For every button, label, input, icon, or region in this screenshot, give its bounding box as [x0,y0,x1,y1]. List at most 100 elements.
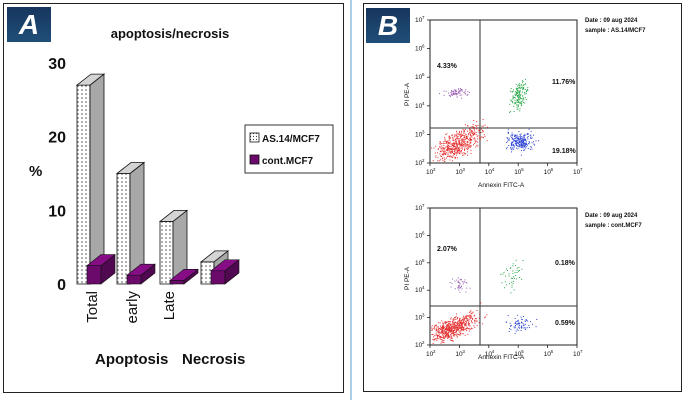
scatter-point [459,320,461,322]
scatter-point [456,335,458,337]
scatter-point [522,137,524,139]
scatter-point [521,103,523,105]
scatter-point [453,326,455,328]
scatter-point [445,336,447,338]
scatter-point [514,102,516,104]
scatter-point [469,137,471,139]
scatter-point [459,139,461,141]
scatter-point [518,270,520,271]
scatter-point [463,320,465,322]
scatter-point [513,141,515,143]
scatter-point [523,136,525,138]
bar-control-top [126,263,156,276]
scatter-point [459,93,461,95]
scatter-point [455,315,457,317]
scatter-point [532,323,534,325]
scatter-point [467,91,469,93]
scatter-point [515,134,517,136]
legend: AS.14/MCF7 cont.MCF7 [244,124,334,174]
scatter-point [519,325,520,327]
scatter-point [460,147,462,149]
scatter-point [464,141,466,142]
scatter-point [522,147,524,149]
scatter-point [463,139,465,141]
scatter-point [435,324,437,326]
scatter-point [521,278,523,280]
scatter-point [459,145,461,147]
scatter-point [443,152,445,154]
scatter-point [461,285,463,287]
scatter-point [474,138,476,140]
scatter-point [457,133,459,135]
scatter-point [468,330,470,332]
scatter-point [516,93,518,95]
scatter-point [522,145,524,146]
scatter-point [440,326,442,328]
scatter-point [514,272,516,274]
scatter-point [442,326,443,328]
scatter-point [468,133,470,135]
scatter-point [456,330,458,332]
scatter-point [451,282,453,284]
scatter-point [520,150,522,151]
scatter-point [444,329,446,331]
scatter-point [461,144,463,146]
scatter-point [470,316,472,318]
scatter-point [515,136,517,138]
scatter-point [464,323,466,325]
scatter-point [538,140,540,142]
scatter-point [442,334,444,336]
scatter-point [457,93,459,95]
scatter-point [460,144,462,146]
scatter-point [462,90,464,92]
scatter-point [466,282,468,284]
scatter-point [464,139,466,140]
scatter-point [517,139,519,141]
scatter-point [450,336,452,338]
scatter-point [521,146,523,148]
scatter-point [441,336,443,338]
scatter-point [534,144,536,146]
scatter-point [448,137,450,139]
scatter-point [525,318,527,320]
scatter-point [510,147,512,149]
scatter-point [523,141,525,142]
scatter-point [456,149,458,151]
scatter-point [438,331,440,333]
scatter-point [454,327,456,328]
scatter-point [442,159,444,161]
scatter-point [521,319,523,321]
scatter-point [454,324,456,326]
scatter-point [461,138,463,140]
scatter-point [511,142,513,144]
scatter-point [519,141,521,143]
scatter-point [462,135,464,136]
scatter-point [431,327,433,329]
scatter-point [508,331,510,332]
scatter-point [508,273,510,275]
scatter-point [519,94,521,96]
scatter-point [446,149,447,151]
scatter-point [472,318,474,320]
scatter-point [517,323,519,325]
scatter-point [517,88,519,90]
scatter-point [515,259,517,261]
scatter-point [516,267,518,269]
scatter-point [458,334,460,335]
scatter-point [470,139,472,141]
x-tick-label: 10 [485,169,493,176]
scatter-point [459,134,461,135]
scatter-point [467,147,469,149]
scatter-point [452,322,454,324]
scatter-point [442,330,443,332]
scatter-point [450,334,452,336]
scatter-point [439,141,441,142]
scatter-point [512,96,514,98]
scatter-point [457,326,459,328]
scatter-point [445,157,447,159]
scatter-point [477,141,479,143]
scatter-point [519,143,521,145]
scatter-point [446,334,448,335]
y-tick-label: 10 [415,103,423,110]
bar-group-early [115,161,156,285]
